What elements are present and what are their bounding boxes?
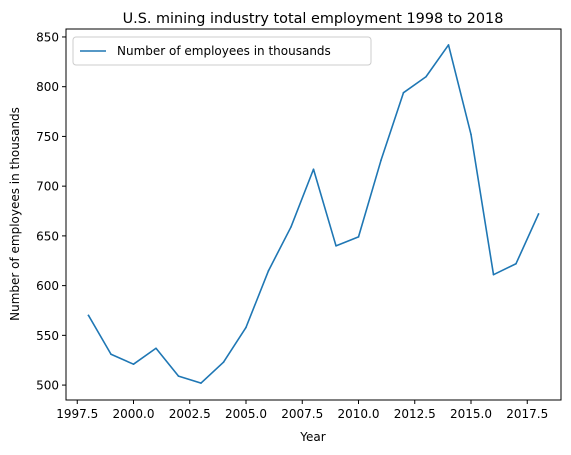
y-tick-label: 750 [36,130,59,144]
x-tick-label: 1997.5 [56,407,98,421]
data-point [222,361,225,364]
y-axis: 500 550 600 650 700 750 800 850 [36,30,66,393]
y-tick-label: 600 [36,279,59,293]
data-point [492,273,495,276]
y-tick-label: 800 [36,80,59,94]
data-point [357,236,360,238]
y-tick-label: 500 [36,379,59,393]
data-point [177,375,180,377]
data-point [537,213,540,215]
data-point [380,159,382,162]
legend: Number of employees in thousands [72,36,372,66]
data-point [290,226,292,228]
x-tick-label: 2017.5 [506,407,548,421]
x-tick-label: 2002.5 [169,407,211,421]
data-points [87,44,540,384]
legend-box [72,36,372,66]
x-tick-label: 2005.0 [225,407,267,421]
data-point [87,314,90,317]
data-point [335,245,337,247]
legend-label: Number of employees in thousands [117,44,331,58]
y-tick-label: 700 [36,180,59,194]
y-axis-label: Number of employees in thousands [8,107,22,321]
x-tick-label: 2007.5 [281,407,323,421]
data-point [132,363,135,365]
data-point [470,133,472,136]
data-point [200,382,202,384]
data-point [267,269,270,272]
x-tick-label: 2010.0 [338,407,380,421]
chart-title: U.S. mining industry total employment 19… [123,11,504,27]
x-axis: 1997.5 2000.0 2002.5 2005.0 2007.5 2010.0 2012… [56,400,548,421]
data-point [110,353,112,356]
data-point [515,262,517,265]
data-point [155,347,157,350]
x-axis-label: Year [299,430,325,444]
data-point [447,44,450,46]
y-tick-label: 550 [36,329,59,343]
x-tick-label: 2015.0 [450,407,492,421]
data-point [425,75,427,78]
data-point [312,168,315,171]
x-tick-label: 2012.5 [394,407,436,421]
x-tick-label: 2000.0 [113,407,155,421]
data-point [402,91,405,94]
y-tick-label: 650 [36,229,59,243]
y-tick-label: 850 [36,30,59,44]
plot-area-frame [65,28,562,401]
data-point [245,326,247,329]
